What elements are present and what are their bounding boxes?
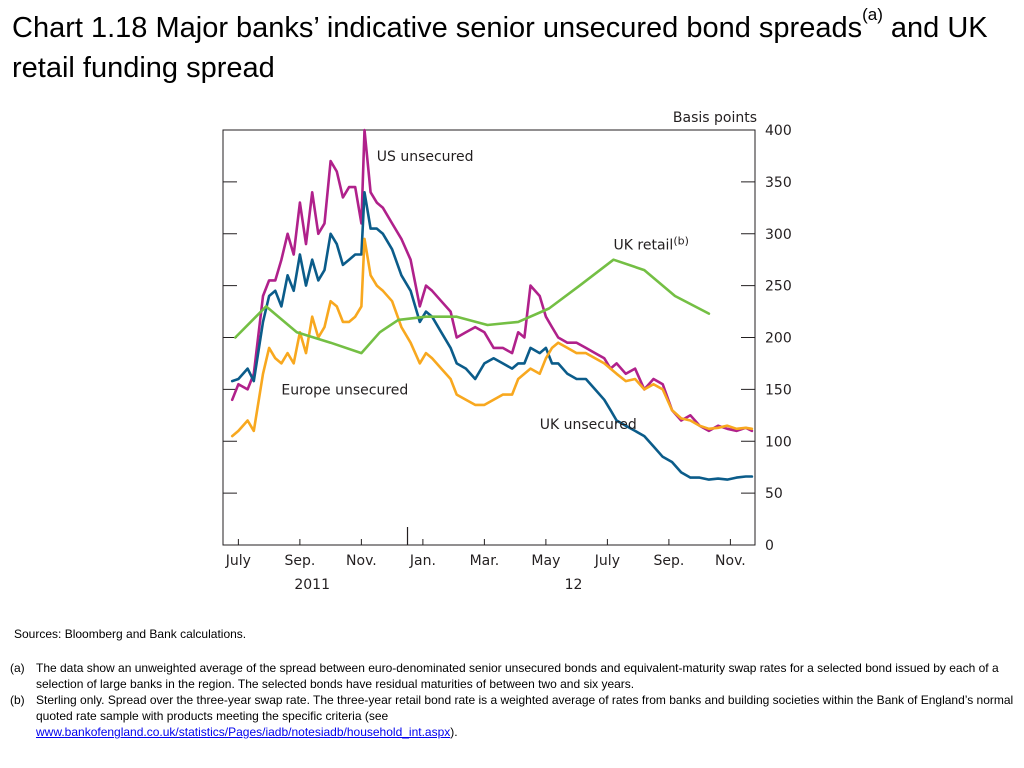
y-tick-label: 200 — [765, 331, 792, 347]
series-line-europe-unsecured — [230, 237, 754, 438]
y-tick-label: 100 — [765, 434, 792, 450]
x-tick-label: Mar. — [470, 553, 500, 569]
y-tick-label: 50 — [765, 486, 783, 502]
y-tick-label: 300 — [765, 227, 792, 243]
slide-title: Chart 1.18 Major banks’ indicative senio… — [12, 5, 1012, 88]
series-label-europe-unsecured: Europe unsecured — [281, 383, 408, 399]
title-footnote-marker: (a) — [862, 5, 883, 24]
series-label-uk-retail: UK retail(b) — [614, 234, 689, 253]
title-main: Chart 1.18 Major banks’ indicative senio… — [12, 12, 863, 44]
x-tick-label: May — [531, 553, 560, 569]
y-tick-label: 0 — [765, 538, 774, 554]
x-tick-label: Nov. — [346, 553, 377, 569]
footnote-b: (b) Sterling only. Spread over the three… — [10, 692, 1015, 740]
series-line-uk-retail — [233, 258, 711, 355]
series-label-us-unsecured: US unsecured — [377, 149, 474, 165]
footnote-a: (a) The data show an unweighted average … — [10, 660, 1015, 692]
x-tick-label: Sep. — [284, 553, 315, 569]
series-line-us-unsecured — [230, 128, 754, 433]
x-tick-label: Nov. — [715, 553, 746, 569]
title-rest: and UK retail funding spread — [12, 12, 988, 84]
series-line-uk-unsecured — [230, 191, 754, 481]
y-tick-label: 350 — [765, 175, 792, 191]
x-tick-label: July — [594, 553, 620, 569]
year-label: 12 — [565, 577, 583, 593]
x-tick-label: July — [225, 553, 251, 569]
sources-note: Sources: Bloomberg and Bank calculations… — [14, 627, 247, 641]
year-label: 2011 — [294, 577, 330, 593]
footnote-b-closing: ). — [450, 725, 458, 739]
bond-spreads-chart: 0 50 100 150 200 250 300 350 400 Basis points July… — [222, 110, 792, 593]
x-tick-label: Jan. — [409, 553, 436, 569]
y-axis-label: Basis points — [673, 110, 757, 126]
series-label-uk-unsecured: UK unsecured — [540, 417, 637, 433]
y-tick-label: 250 — [765, 279, 792, 295]
footnote-b-body: Sterling only. Spread over the three-yea… — [36, 692, 1015, 740]
footnotes: (a) The data show an unweighted average … — [10, 660, 1015, 740]
footnote-b-marker: (b) — [10, 693, 25, 707]
footnote-a-text: The data show an unweighted average of t… — [36, 661, 999, 691]
y-tick-label: 150 — [765, 382, 792, 398]
x-tick-label: Sep. — [653, 553, 684, 569]
plot-frame — [222, 129, 756, 546]
footnote-a-marker: (a) — [10, 661, 25, 675]
y-tick-label: 400 — [765, 123, 792, 139]
footnote-b-link[interactable]: www.bankofengland.co.uk/statistics/Pages… — [36, 725, 451, 739]
footnote-b-text: Sterling only. Spread over the three-yea… — [36, 693, 1014, 723]
